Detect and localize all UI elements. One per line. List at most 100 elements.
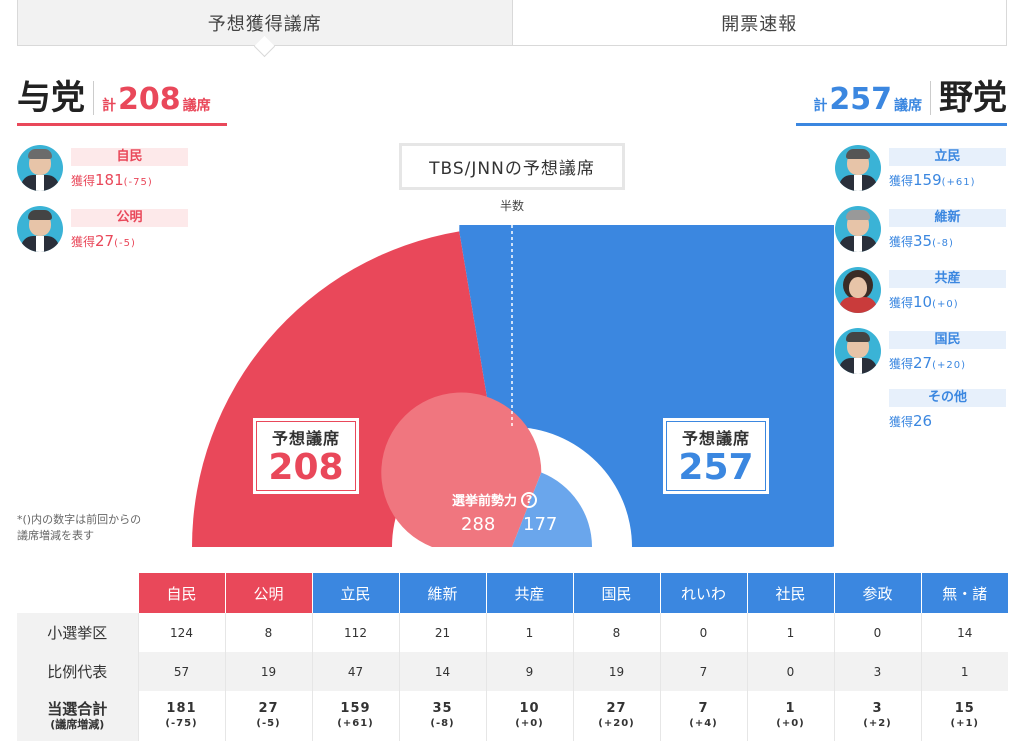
party-column-header: 公明	[224, 573, 312, 613]
party-card-komeito[interactable]: 公明 獲得27(-5)	[17, 206, 188, 252]
total-seats: 15	[954, 701, 975, 716]
opposition-projected-box: 予想議席 257	[660, 415, 772, 497]
seat-change: (+4)	[689, 718, 718, 729]
table-cell: 7	[659, 652, 747, 691]
results-table: 自民 公明 立民 維新 共産 国民 れいわ 社民 参政 無・諸 小選挙区 124 8 112 21 1 8 0 1…	[17, 573, 1008, 741]
projected-label: 予想議席	[681, 429, 750, 449]
party-seats: 獲得27(-5)	[71, 231, 136, 250]
total-prefix: 計	[102, 98, 116, 114]
seat-change: (+20)	[598, 718, 635, 729]
seat-change: (+0)	[515, 718, 544, 729]
table-cell: 19	[224, 652, 312, 691]
table-cell: 19	[572, 652, 660, 691]
party-card-dpfp[interactable]: 国民 獲得27(+20)	[835, 328, 1006, 374]
total-sublabel: (議席増減)	[50, 718, 105, 731]
table-cell: 9	[485, 652, 573, 691]
seat-change: (-75)	[165, 718, 198, 729]
party-seats: 獲得27(+20)	[889, 353, 967, 372]
party-label: 公明	[71, 208, 188, 227]
table-cell: 14	[398, 652, 486, 691]
total-seats: 1	[785, 701, 796, 716]
pre-election-ruling: 288	[461, 514, 496, 535]
table-cell: 8	[572, 613, 660, 652]
footnote-line: 議席増減を表す	[17, 529, 94, 542]
ruling-projected-box: 予想議席 208	[250, 415, 362, 497]
opposition-bloc-header: 計 257 議席 野党	[796, 74, 1007, 126]
table-cell: 8	[224, 613, 312, 652]
party-card-cdp[interactable]: 立民 獲得159(+61)	[835, 145, 1006, 191]
leader-photo-avatar	[835, 267, 881, 313]
opposition-total: 計 257 議席	[813, 85, 922, 115]
total-seats: 27	[258, 701, 279, 716]
party-column-header: 自民	[137, 573, 225, 613]
tab-projected-seats[interactable]: 予想獲得議席	[18, 0, 513, 45]
table-cell: 7 (+4)	[659, 691, 747, 741]
total-suffix: 議席	[182, 98, 211, 114]
opposition-projected-value: 257	[678, 447, 754, 489]
opposition-bloc-name: 野党	[939, 78, 1007, 118]
ruling-total-seats: 208	[118, 82, 181, 117]
party-column-header: 国民	[572, 573, 660, 613]
tab-vote-count[interactable]: 開票速報	[721, 13, 798, 35]
party-label: 自民	[71, 147, 188, 166]
total-seats: 159	[340, 701, 371, 716]
leader-photo-avatar	[17, 145, 63, 191]
divider	[930, 81, 931, 115]
table-row: 小選挙区 124 8 112 21 1 8 0 1 0 14	[17, 613, 1008, 652]
total-seats: 10	[519, 701, 540, 716]
total-seats: 181	[166, 701, 197, 716]
row-label: 当選合計 (議席増減)	[17, 691, 138, 741]
total-label: 当選合計	[47, 700, 108, 718]
header-corner	[17, 573, 138, 613]
party-seats: 獲得35(-8)	[889, 231, 954, 250]
party-seats: 獲得159(+61)	[889, 170, 976, 189]
party-label: 立民	[889, 147, 1006, 166]
party-label: 共産	[889, 269, 1006, 288]
table-cell: 0	[659, 613, 747, 652]
table-cell: 3 (+2)	[833, 691, 921, 741]
party-seats: 獲得181(-75)	[71, 170, 153, 189]
party-card-others[interactable]: その他 獲得26	[889, 389, 1006, 430]
party-column-header: 社民	[746, 573, 834, 613]
leader-photo-avatar	[835, 145, 881, 191]
ruling-pre-election-slice	[381, 392, 542, 547]
party-card-jcp[interactable]: 共産 獲得10(+0)	[835, 267, 1006, 313]
opposition-total-seats: 257	[829, 82, 892, 117]
table-cell: 1	[746, 613, 834, 652]
seat-change: (+0)	[776, 718, 805, 729]
seat-change: (+1)	[950, 718, 979, 729]
party-column-header: れいわ	[659, 573, 747, 613]
party-card-ldp[interactable]: 自民 獲得181(-75)	[17, 145, 188, 191]
party-column-header: 参政	[833, 573, 921, 613]
table-cell: 47	[311, 652, 399, 691]
footnote-line: *()内の数字は前回からの	[17, 513, 142, 526]
table-cell: 1 (+0)	[746, 691, 834, 741]
table-cell: 35 (-8)	[398, 691, 486, 741]
party-card-ishin[interactable]: 維新 獲得35(-8)	[835, 206, 1006, 252]
leader-photo-avatar	[835, 206, 881, 252]
seat-change: (-8)	[430, 718, 455, 729]
row-label: 小選挙区	[17, 613, 138, 652]
table-cell: 1	[920, 652, 1008, 691]
party-column-header: 立民	[311, 573, 399, 613]
total-row: 当選合計 (議席増減) 181 (-75) 27 (-5) 159 (+61) 35 (-8) 10…	[17, 691, 1008, 741]
total-seats: 7	[698, 701, 709, 716]
ruling-projected-value: 208	[268, 447, 344, 489]
table-cell: 15 (+1)	[920, 691, 1008, 741]
table-cell: 0	[746, 652, 834, 691]
table-cell: 27 (+20)	[572, 691, 660, 741]
party-label: その他	[889, 389, 1006, 407]
opposition-pre-election-slice	[512, 472, 592, 547]
table-cell: 3	[833, 652, 921, 691]
table-cell: 14	[920, 613, 1008, 652]
chart-title: TBS/JNNの予想議席	[399, 143, 625, 190]
table-cell: 112	[311, 613, 399, 652]
help-icon[interactable]: ?	[521, 491, 538, 508]
leader-photo-avatar	[835, 328, 881, 374]
party-label: 維新	[889, 208, 1006, 227]
ruling-bloc-header: 与党 計 208 議席	[17, 74, 227, 126]
seat-change: (+2)	[863, 718, 892, 729]
footnote: *()内の数字は前回からの 議席増減を表す	[17, 512, 141, 544]
ruling-bloc-name: 与党	[17, 78, 85, 118]
table-cell: 21	[398, 613, 486, 652]
